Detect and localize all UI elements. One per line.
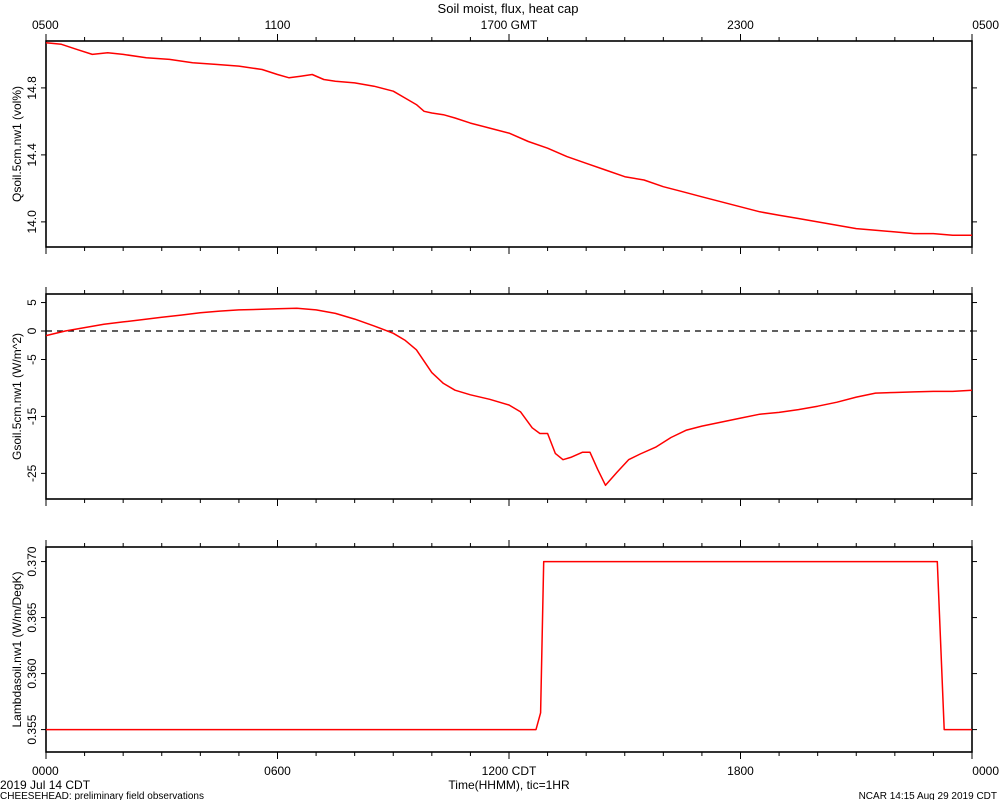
y-tick-label: 14.0: [25, 210, 39, 234]
timestamp-label: NCAR 14:15 Aug 29 2019 CDT: [859, 791, 997, 800]
date-label: 2019 Jul 14 CDT: [0, 778, 91, 792]
y-tick-label: 0.370: [25, 546, 39, 576]
bottom-tick-label: 0000: [972, 764, 999, 778]
top-tick-label: 0500: [32, 18, 59, 32]
plot-frame: [45, 293, 973, 500]
y-tick-label: 0: [25, 327, 39, 334]
data-series-line: [45, 307, 973, 487]
bottom-tick-label: 0000: [32, 764, 59, 778]
data-series-line: [45, 41, 972, 237]
y-tick-label: 5: [25, 299, 39, 306]
project-label: CHEESEHEAD: preliminary field observatio…: [0, 791, 204, 800]
chart-title: Soil moist, flux, heat cap: [438, 1, 579, 16]
bottom-time-axis: 0000 0600 1200 CDT 1800 0000: [32, 764, 999, 778]
y-tick-label: 0.360: [25, 658, 39, 688]
y-tick-label: -5: [25, 354, 39, 365]
plot-frame: [45, 40, 973, 248]
bottom-tick-label: 1800: [727, 764, 754, 778]
y-tick-label: -15: [25, 407, 39, 425]
y-axis-label: Qsoil.5cm.nw1 (vol%): [10, 86, 24, 202]
top-time-axis: 0500 1100 1700 GMT 2300 0500: [32, 18, 999, 32]
y-tick-label: 0.365: [25, 602, 39, 632]
top-tick-label: 0500: [972, 18, 999, 32]
plot-frame: [45, 546, 973, 753]
y-axis-label: Gsoil.5cm.nw1 (W/m^2): [10, 333, 24, 460]
bottom-tick-label: 1200 CDT: [482, 764, 537, 778]
top-tick-label: 2300: [727, 18, 754, 32]
y-tick-label: 14.4: [25, 143, 39, 167]
y-axis-label: Lambdasoil.nw1 (W/m/DegK): [10, 571, 24, 727]
top-tick-label: 1700 GMT: [481, 18, 538, 32]
y-tick-label: -25: [25, 464, 39, 482]
data-series-line: [46, 560, 972, 731]
x-axis-label: Time(HHMM), tic=1HR: [448, 778, 570, 792]
bottom-tick-label: 0600: [264, 764, 291, 778]
y-tick-label: 14.8: [25, 76, 39, 100]
top-tick-label: 1100: [265, 18, 291, 32]
y-tick-label: 0.355: [25, 714, 39, 744]
